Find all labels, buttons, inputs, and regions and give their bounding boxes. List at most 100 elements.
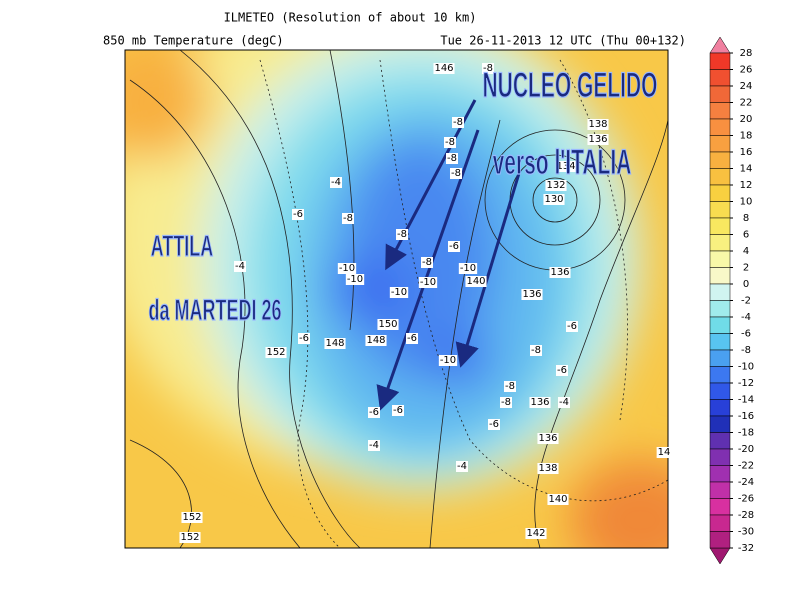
colorbar-band	[709, 481, 731, 499]
map-frame	[124, 49, 669, 549]
contour-label: 140	[548, 494, 567, 505]
contour-label: 152	[180, 532, 199, 543]
colorbar-label: 26	[740, 65, 753, 76]
map-field	[125, 50, 668, 548]
contour-label: -4	[457, 461, 467, 472]
colorbar-label: 2	[743, 263, 749, 274]
contour-label: 152	[182, 512, 201, 523]
colorbar-band	[709, 217, 731, 235]
colorbar-label: -10	[738, 362, 754, 373]
colorbar-band	[709, 316, 731, 334]
isotherms	[259, 59, 668, 548]
contour-label: -8	[501, 397, 511, 408]
colorbar-band	[709, 349, 731, 367]
colorbar-band	[709, 102, 731, 120]
contour-label: -6	[299, 333, 309, 344]
colorbar-label: 8	[743, 213, 749, 224]
contour-label: 148	[366, 335, 385, 346]
label-box	[421, 257, 433, 268]
contour-label: 138	[538, 463, 557, 474]
label-box	[337, 263, 357, 274]
colorbar-band	[709, 250, 731, 268]
colorbar-label: 10	[740, 197, 753, 208]
colorbar-band	[709, 85, 731, 103]
label-box	[525, 528, 547, 539]
label-box	[587, 134, 609, 145]
label-box	[452, 117, 464, 128]
colorbar-band	[709, 432, 731, 450]
contour-label: 148	[325, 338, 344, 349]
colorbar-label: 20	[740, 114, 753, 125]
label-box	[444, 137, 456, 148]
contour-label: -8	[453, 117, 463, 128]
contour-label: 150	[378, 319, 397, 330]
colorbar-band	[709, 465, 731, 483]
contour-label: -8	[451, 168, 461, 179]
label-box	[179, 532, 201, 543]
contour-label: 142	[526, 528, 545, 539]
colorbar-band	[709, 151, 731, 169]
label-box	[265, 347, 287, 358]
contour-label: 136	[530, 397, 549, 408]
colorbar-band	[709, 184, 731, 202]
label-box	[521, 289, 543, 300]
contour-label: -6	[449, 241, 459, 252]
label-box	[298, 333, 310, 344]
contour-label: -6	[407, 333, 417, 344]
label-box	[396, 229, 408, 240]
annotation: verso l'ITALIA	[493, 144, 632, 183]
label-box	[465, 276, 487, 287]
contour-label: -6	[369, 407, 379, 418]
contour-label: -10	[339, 263, 355, 274]
colorbar: 2826242220181614121086420-2-4-6-8-10-12-…	[709, 36, 754, 565]
label-box	[377, 319, 399, 330]
contour-label: -4	[331, 177, 341, 188]
colorbar-label: -28	[738, 510, 754, 521]
contour-label: -4	[559, 397, 569, 408]
contour-label: 132	[546, 180, 565, 191]
contour-label: -10	[420, 277, 436, 288]
colorbar-band	[709, 118, 731, 136]
label-box	[406, 333, 418, 344]
label-box	[537, 433, 559, 444]
label-box	[389, 287, 409, 298]
label-box	[450, 168, 462, 179]
colorbar-label: -2	[741, 296, 751, 307]
colorbar-label: -22	[738, 461, 754, 472]
label-box	[488, 419, 500, 430]
colorbar-label: -26	[738, 494, 754, 505]
colorbar-band	[709, 300, 731, 318]
label-box	[547, 494, 569, 505]
label-box	[504, 381, 516, 392]
colorbar-band	[709, 69, 731, 87]
label-box	[446, 153, 458, 164]
colorbar-band	[709, 333, 731, 351]
contour-label: -6	[567, 321, 577, 332]
label-box	[181, 512, 203, 523]
contour-label: -8	[531, 345, 541, 356]
label-box	[458, 263, 478, 274]
label-box	[587, 119, 609, 130]
colorbar-label: 16	[740, 147, 753, 158]
contour-label: -4	[369, 440, 379, 451]
label-box	[543, 194, 565, 205]
colorbar-band	[709, 52, 731, 70]
colorbar-band	[709, 415, 731, 433]
label-box	[500, 397, 512, 408]
contour-label: 136	[538, 433, 557, 444]
colorbar-band	[709, 267, 731, 285]
contour-label: 130	[544, 194, 563, 205]
contour-label: -4	[235, 261, 245, 272]
colorbar-band	[709, 366, 731, 384]
colorbar-label: -8	[741, 345, 751, 356]
annotation: NUCLEO GELIDO	[483, 67, 658, 106]
contour-label: -8	[447, 153, 457, 164]
contour-label: -8	[505, 381, 515, 392]
label-box	[368, 440, 380, 451]
contour-label: 14	[658, 447, 671, 458]
contour-label: -6	[557, 365, 567, 376]
colorbar-band	[709, 531, 731, 549]
colorbar-label: -20	[738, 444, 754, 455]
